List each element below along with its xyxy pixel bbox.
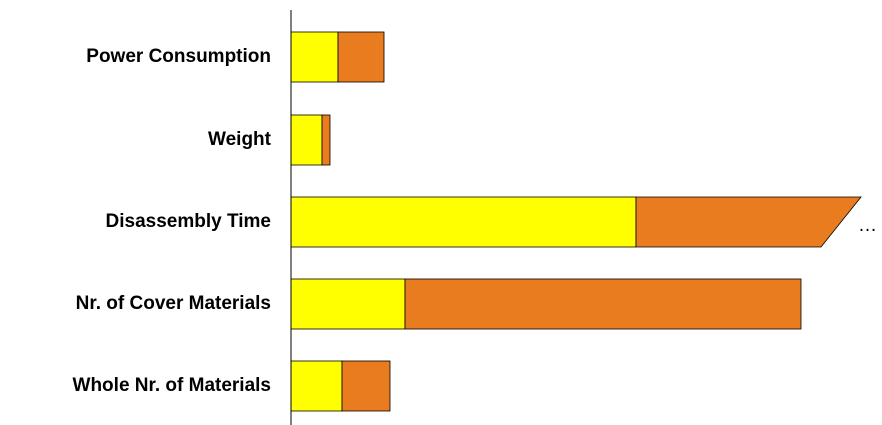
bar-power-consumption-segment-2 [337, 31, 385, 83]
category-labels: Power Consumption Weight Disassembly Tim… [73, 46, 272, 396]
bar-whole-nr-of-materials-segment-1 [290, 360, 343, 412]
category-label-nr-of-cover-materials: Nr. of Cover Materials [76, 293, 271, 314]
bar-disassembly-time-segment-1 [290, 196, 637, 248]
bars [290, 31, 862, 412]
bar-nr-of-cover-materials-segment-2 [404, 278, 802, 330]
bar-power-consumption-segment-1 [290, 31, 339, 83]
bar-whole-nr-of-materials-segment-2 [341, 360, 391, 412]
bar-nr-of-cover-materials-segment-1 [290, 278, 406, 330]
truncation-marker: … [858, 215, 877, 236]
category-label-disassembly-time: Disassembly Time [106, 211, 271, 232]
category-label-power-consumption: Power Consumption [86, 46, 271, 67]
bar-weight-segment-2 [321, 114, 331, 166]
bar-disassembly-time-segment-2 [635, 196, 862, 248]
bar-weight-segment-1 [290, 114, 323, 166]
category-label-weight: Weight [208, 129, 272, 150]
category-label-whole-nr-of-materials: Whole Nr. of Materials [73, 375, 271, 396]
